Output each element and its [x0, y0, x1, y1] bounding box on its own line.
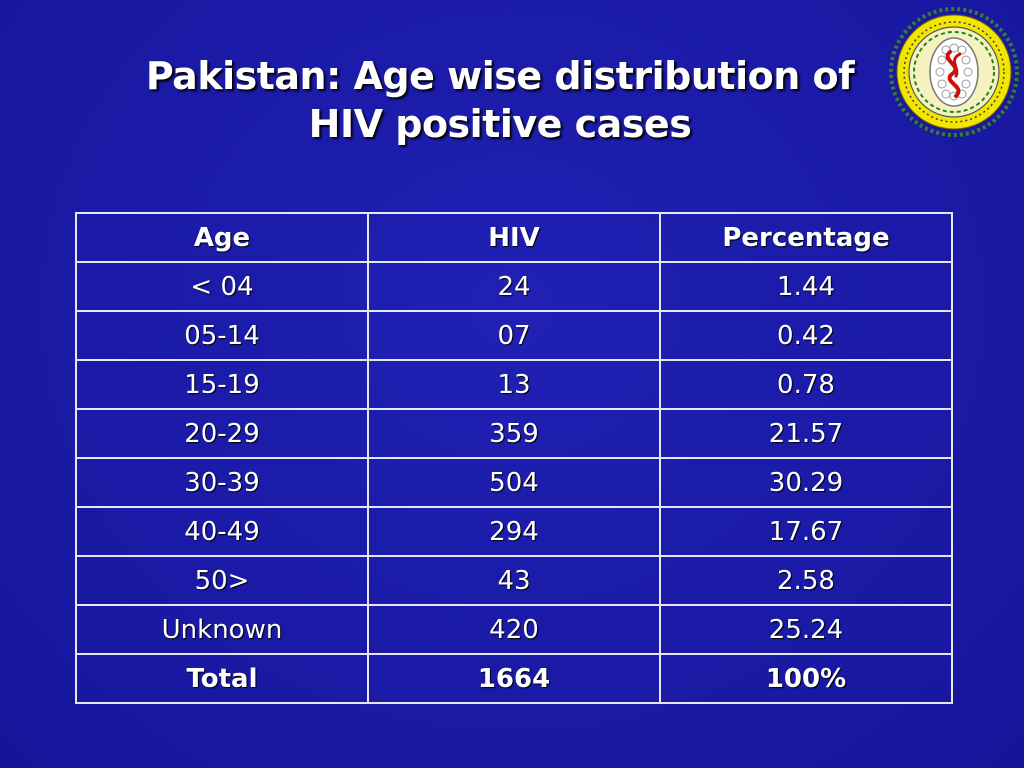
virus-emblem-icon: [888, 6, 1020, 138]
cell-hiv: 24: [367, 261, 661, 312]
table-row: 40-49 294 17.67: [75, 506, 953, 557]
cell-age: 50>: [75, 555, 369, 606]
cell-age: 40-49: [75, 506, 369, 557]
header-age: Age: [75, 212, 369, 263]
cell-hiv: 420: [367, 604, 661, 655]
table-row: 30-39 504 30.29: [75, 457, 953, 508]
total-percentage: 100%: [659, 653, 953, 704]
cell-percentage: 0.78: [659, 359, 953, 410]
cell-hiv: 13: [367, 359, 661, 410]
cell-percentage: 2.58: [659, 555, 953, 606]
cell-hiv: 07: [367, 310, 661, 361]
cell-percentage: 17.67: [659, 506, 953, 557]
cell-age: Unknown: [75, 604, 369, 655]
header-percentage: Percentage: [659, 212, 953, 263]
slide-title: Pakistan: Age wise distribution of HIV p…: [60, 52, 940, 148]
total-hiv: 1664: [367, 653, 661, 704]
table-row: Unknown 420 25.24: [75, 604, 953, 655]
cell-percentage: 0.42: [659, 310, 953, 361]
table-row: 50> 43 2.58: [75, 555, 953, 606]
cell-age: 05-14: [75, 310, 369, 361]
cell-age: 30-39: [75, 457, 369, 508]
cell-age: 15-19: [75, 359, 369, 410]
table-total-row: Total 1664 100%: [75, 653, 953, 704]
cell-hiv: 359: [367, 408, 661, 459]
cell-age: < 04: [75, 261, 369, 312]
table-header-row: Age HIV Percentage: [75, 212, 953, 263]
cell-percentage: 30.29: [659, 457, 953, 508]
cell-hiv: 504: [367, 457, 661, 508]
cell-percentage: 1.44: [659, 261, 953, 312]
total-label: Total: [75, 653, 369, 704]
table-row: 05-14 07 0.42: [75, 310, 953, 361]
cell-age: 20-29: [75, 408, 369, 459]
table-row: < 04 24 1.44: [75, 261, 953, 312]
table-row: 20-29 359 21.57: [75, 408, 953, 459]
cell-percentage: 25.24: [659, 604, 953, 655]
table-row: 15-19 13 0.78: [75, 359, 953, 410]
header-hiv: HIV: [367, 212, 661, 263]
cell-hiv: 294: [367, 506, 661, 557]
cell-hiv: 43: [367, 555, 661, 606]
hiv-age-table: Age HIV Percentage < 04 24 1.44 05-14 07…: [75, 212, 953, 704]
title-line-1: Pakistan: Age wise distribution of: [145, 54, 855, 98]
cell-percentage: 21.57: [659, 408, 953, 459]
title-line-2: HIV positive cases: [308, 102, 692, 146]
